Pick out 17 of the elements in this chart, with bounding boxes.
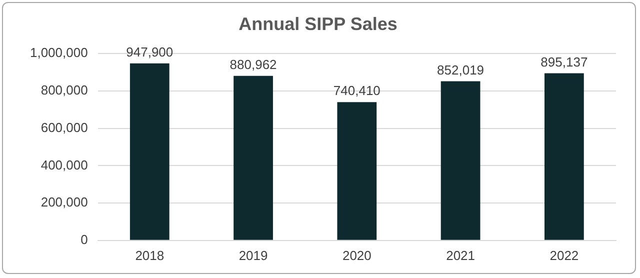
data-label: 880,962 — [230, 56, 277, 72]
chart-title: Annual SIPP Sales — [238, 14, 398, 34]
x-tick-label: 2020 — [342, 248, 372, 263]
x-tick-label: 2022 — [550, 248, 579, 263]
x-tick-label: 2019 — [238, 248, 268, 263]
y-tick-label: 600,000 — [40, 120, 88, 135]
y-tick-label: 0 — [80, 232, 88, 247]
data-label: 740,410 — [333, 83, 380, 98]
x-tick-label: 2018 — [135, 248, 164, 263]
y-tick-label: 400,000 — [40, 157, 88, 172]
y-tick-label: 800,000 — [40, 82, 88, 98]
y-tick-label: 200,000 — [40, 194, 88, 210]
data-label: 895,137 — [540, 54, 588, 70]
y-tick-label: 1,000,000 — [30, 45, 88, 60]
data-label: 852,019 — [437, 62, 484, 78]
x-tick-label: 2021 — [446, 248, 476, 263]
data-label: 947,900 — [126, 44, 174, 60]
